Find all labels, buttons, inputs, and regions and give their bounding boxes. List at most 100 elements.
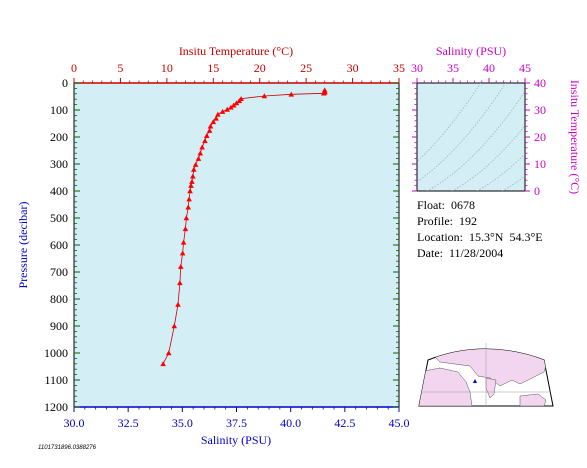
temperature-point: [171, 323, 178, 329]
temperature-point: [188, 182, 194, 188]
ts-top-tick-label: 30: [411, 61, 423, 75]
temperature-point: [202, 138, 208, 144]
location-text: Location: 15.3°N 54.3°E: [417, 230, 543, 244]
location-map: [418, 343, 554, 407]
map-land: [419, 349, 549, 406]
profile-number-text: Profile: 192: [417, 214, 477, 228]
temperature-point: [189, 178, 195, 184]
temperature-point: [187, 188, 193, 194]
float-location-marker: [473, 379, 477, 383]
temperature-points: [160, 87, 328, 367]
float-id-text: Float: 0678: [417, 198, 476, 212]
pressure-tick-label: 1200: [44, 400, 68, 414]
temperature-point: [195, 155, 202, 161]
main-plot-area: [73, 82, 400, 408]
temperature-point: [224, 106, 231, 112]
pressure-tick-label: 800: [50, 292, 68, 306]
temperature-point: [165, 350, 172, 356]
top-tick-label: 30: [347, 61, 359, 75]
top-tick-label: 25: [300, 61, 312, 75]
temperature-point: [320, 90, 327, 96]
main-profile-panel: 0 5 10 15 20 25 30 35 30.0 32.5 35.0 37.5 40.0 42.5 45…: [16, 44, 410, 447]
pressure-tick-label: 500: [50, 211, 68, 225]
pressure-tick-label: 300: [50, 157, 68, 171]
temperature-point: [177, 263, 184, 269]
pressure-tick-label: 600: [50, 238, 68, 252]
main-tick-labels: 0 5 10 15 20 25 30 35 30.0 32.5 35.0 37.5 40.0 42.5 45…: [44, 61, 410, 430]
temperature-point: [175, 301, 181, 307]
bottom-tick-label: 30.0: [64, 416, 85, 430]
top-tick-label: 10: [161, 61, 173, 75]
ts-plot-area: [416, 82, 526, 192]
ts-top-tick-label: 35: [447, 61, 459, 75]
temperature-point: [192, 161, 199, 167]
left-axis-title: Pressure (decibar): [16, 202, 30, 289]
bottom-axis-title: Salinity (PSU): [201, 433, 271, 447]
temperature-point: [206, 127, 213, 133]
temperature-point: [210, 119, 217, 125]
ts-top-axis-title: Salinity (PSU): [436, 44, 506, 58]
pressure-tick-label: 400: [50, 184, 68, 198]
date-text: Date: 11/28/2004: [417, 246, 504, 260]
africa-land: [419, 367, 473, 406]
temperature-point: [207, 123, 214, 129]
pressure-tick-label: 100: [50, 103, 68, 117]
bottom-tick-label: 45.0: [389, 416, 410, 430]
temperature-point: [261, 93, 268, 99]
temperature-point: [215, 111, 221, 117]
top-tick-label: 35: [393, 61, 405, 75]
temperature-point: [230, 102, 237, 108]
pressure-tick-label: 200: [50, 130, 68, 144]
pressure-tick-label: 700: [50, 265, 68, 279]
temperature-point: [160, 361, 166, 367]
temperature-point: [203, 132, 210, 138]
top-tick-label: 0: [71, 61, 77, 75]
ts-right-tick-label: 30: [534, 103, 546, 117]
temperature-point: [190, 173, 196, 179]
pressure-tick-label: 1000: [44, 346, 68, 360]
temperature-point: [182, 226, 189, 232]
temperature-point: [288, 91, 295, 97]
temperature-point: [228, 104, 234, 110]
temperature-point: [180, 239, 187, 245]
pressure-tick-label: 900: [50, 319, 68, 333]
temperature-point: [219, 108, 226, 114]
top-tick-label: 5: [117, 61, 123, 75]
main-axis-ticks: [73, 78, 400, 412]
bottom-tick-label: 32.5: [118, 416, 139, 430]
temperature-point: [236, 98, 243, 104]
ts-axis-ticks: [412, 78, 530, 192]
ts-right-tick-label: 40: [534, 76, 546, 90]
bottom-tick-label: 37.5: [226, 416, 247, 430]
ts-right-tick-label: 10: [534, 157, 546, 171]
top-tick-label: 15: [207, 61, 219, 75]
temperature-point: [190, 166, 197, 172]
temperature-point: [186, 196, 192, 202]
float-info-block: Float: 0678 Profile: 192 Location: 15.3°…: [417, 197, 543, 261]
ts-right-tick-label: 20: [534, 130, 546, 144]
bottom-tick-label: 40.0: [280, 416, 301, 430]
ts-top-tick-label: 40: [483, 61, 495, 75]
temperature-point: [233, 100, 240, 106]
temperature-point: [213, 115, 219, 121]
bottom-tick-label: 35.0: [172, 416, 193, 430]
temperature-point: [177, 280, 183, 286]
ts-right-axis-title: Insitu Temperature (°C): [568, 80, 582, 194]
temperature-point: [179, 250, 186, 256]
ts-top-tick-label: 45: [519, 61, 531, 75]
bottom-tick-label: 42.5: [334, 416, 355, 430]
pressure-tick-label: 0: [62, 76, 68, 90]
temperature-point: [185, 204, 192, 210]
temperature-point: [183, 215, 190, 221]
australia-land: [519, 393, 547, 406]
top-axis-title: Insitu Temperature (°C): [179, 44, 293, 58]
pressure-tick-label: 1100: [44, 373, 68, 387]
footer-id: 1101731896.0388276: [38, 445, 96, 451]
temperature-point: [197, 150, 204, 156]
top-tick-label: 20: [254, 61, 266, 75]
ts-right-tick-label: 0: [534, 184, 540, 198]
temperature-point: [199, 144, 205, 150]
